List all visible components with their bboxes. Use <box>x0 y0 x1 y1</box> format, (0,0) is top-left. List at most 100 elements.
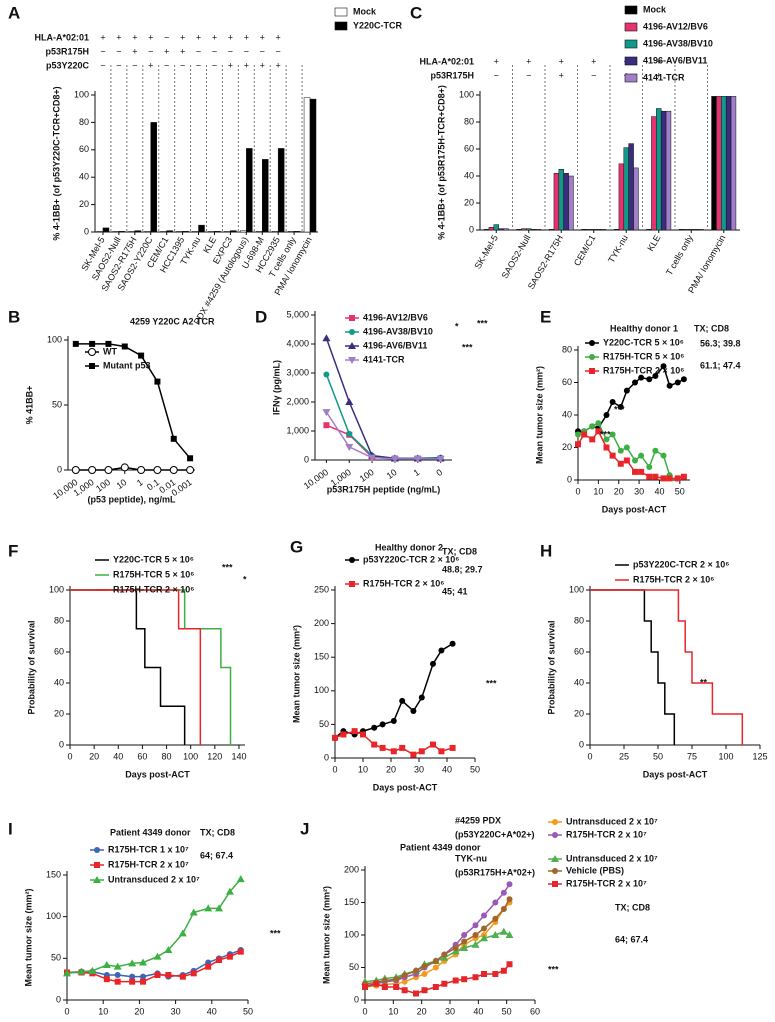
legend-label: R175H-TCR 2 × 10⁶ <box>363 578 444 588</box>
marker <box>632 457 639 464</box>
bar <box>144 231 151 233</box>
marker <box>186 466 195 474</box>
bar <box>224 231 231 233</box>
marker <box>617 460 624 467</box>
marker <box>680 376 687 383</box>
marker <box>226 953 233 960</box>
marker <box>552 868 558 874</box>
marker <box>666 475 673 482</box>
y-tick-label: 100 <box>74 89 89 99</box>
chart-title: Patient 4349 donor <box>400 842 481 852</box>
marker <box>345 398 354 405</box>
x-tick-label: 50 <box>502 1006 512 1016</box>
bar <box>493 224 499 231</box>
row-mark: − <box>196 60 201 70</box>
annotation: TX; CD8 <box>694 323 729 333</box>
marker <box>89 340 96 347</box>
y-tick-label: 20 <box>574 708 584 718</box>
marker <box>349 581 355 587</box>
row-mark: + <box>212 32 217 42</box>
marker <box>179 973 186 980</box>
x-tick-label: 0 <box>332 764 337 774</box>
x-tick-label: 100 <box>358 467 376 484</box>
row-mark: + <box>276 32 281 42</box>
marker <box>72 340 79 347</box>
annotation: *** <box>486 678 497 688</box>
bar <box>488 227 495 231</box>
legend-label: Untransduced 2 x 10⁷ <box>108 874 200 884</box>
x-axis-label: (p53 peptide), ng/mL <box>87 494 176 504</box>
x-tick-label: 60 <box>137 751 147 761</box>
y-tick-label: 100 <box>49 584 64 594</box>
marker <box>436 455 445 463</box>
marker <box>340 731 347 738</box>
panel-letter: C <box>410 3 422 22</box>
row-mark: + <box>591 56 596 66</box>
x-tick-label: 10 <box>98 1006 108 1016</box>
row-mark: + <box>526 56 531 66</box>
marker <box>499 927 508 935</box>
row-mark: − <box>180 60 185 70</box>
bar <box>581 229 587 231</box>
marker <box>609 452 616 459</box>
y-axis-label: Mean tumor size (mm²) <box>534 366 544 464</box>
row-mark: + <box>164 46 169 56</box>
row-mark: − <box>228 46 233 56</box>
marker <box>204 904 213 912</box>
marker <box>461 976 468 983</box>
y-tick-label: 0 <box>354 994 359 1004</box>
marker <box>438 647 445 654</box>
y-tick-label: 3,000 <box>286 367 309 377</box>
x-tick-label: 140 <box>231 751 246 761</box>
legend-swatch <box>334 21 348 31</box>
marker <box>452 977 459 984</box>
bar <box>516 229 522 231</box>
x-tick-label: 50 <box>653 751 663 761</box>
bar <box>600 229 607 231</box>
marker <box>410 707 417 714</box>
y-tick-label: 40 <box>574 677 584 687</box>
marker <box>393 976 400 983</box>
marker <box>506 961 513 968</box>
x-tick-label: 10 <box>114 477 128 491</box>
y-tick-label: 60 <box>562 377 572 387</box>
y-tick-label: 50 <box>51 953 61 963</box>
marker <box>652 473 659 480</box>
y-axis-label: % 41BB+ <box>24 386 34 425</box>
marker <box>413 990 419 997</box>
marker <box>674 379 681 386</box>
marker <box>660 452 667 459</box>
annotation: *** <box>462 342 473 352</box>
bar <box>102 227 110 233</box>
row-mark: + <box>244 60 249 70</box>
x-tick-label: SAOS2-R175H <box>526 233 565 291</box>
x-tick-label: 50 <box>675 486 685 496</box>
bar <box>214 231 221 233</box>
marker <box>349 329 355 335</box>
y-tick-label: 0 <box>84 226 89 236</box>
y-tick-label: 40 <box>79 172 89 182</box>
x-tick-label: 20 <box>134 1006 144 1016</box>
marker <box>575 431 581 438</box>
x-tick-label: T cells only <box>664 233 695 277</box>
y-tick-label: 100 <box>46 911 61 921</box>
marker <box>94 847 100 853</box>
annotation: 64; 67.4 <box>200 850 233 860</box>
marker <box>349 557 355 563</box>
marker <box>371 741 378 748</box>
x-tick-label: 120 <box>207 751 222 761</box>
x-axis-label: Days post-ACT <box>125 769 190 779</box>
marker <box>632 468 639 475</box>
marker <box>589 368 595 374</box>
marker <box>638 468 645 475</box>
bar <box>711 96 717 231</box>
x-tick-label: 1 <box>135 477 145 488</box>
marker <box>379 744 386 751</box>
row-mark: + <box>100 32 105 42</box>
x-tick-label: 50 <box>470 764 480 774</box>
marker <box>401 987 408 994</box>
legend-swatch <box>624 22 638 32</box>
annotation: (p53Y220C+A*02+) <box>455 829 535 839</box>
chart-title: 4259 Y220C A2 TCR <box>130 316 215 326</box>
annotation: 45; 41 <box>442 586 468 596</box>
